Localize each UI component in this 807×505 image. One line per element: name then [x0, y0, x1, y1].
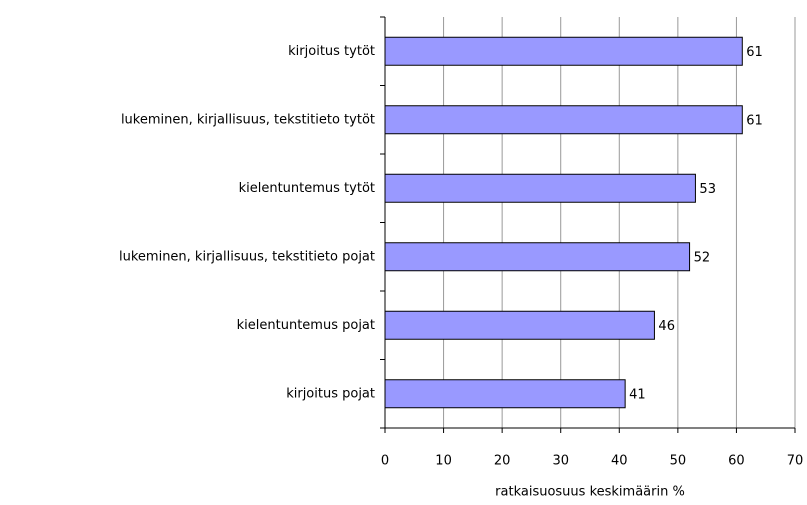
y-tick-label: kirjoitus pojat	[286, 386, 375, 401]
y-tick-label: lukeminen, kirjallisuus, tekstitieto poj…	[119, 249, 375, 264]
data-label: 53	[699, 182, 716, 197]
x-tick-label: 20	[494, 454, 511, 469]
x-tick-label: 30	[552, 454, 569, 469]
bar	[384, 379, 626, 409]
data-label: 61	[746, 45, 763, 60]
data-label: 61	[746, 113, 763, 128]
x-tick-label: 70	[787, 454, 804, 469]
y-tick-label: kirjoitus tytöt	[288, 44, 375, 59]
bar	[384, 242, 691, 272]
bar	[384, 310, 655, 340]
y-tick-label: kielentuntemus tytöt	[239, 181, 375, 196]
bar	[384, 173, 696, 203]
x-tick-label: 0	[381, 454, 389, 469]
data-label: 46	[658, 319, 675, 334]
data-label: 52	[694, 250, 711, 265]
bar	[384, 36, 743, 66]
x-tick-label: 60	[728, 454, 745, 469]
x-tick-label: 40	[611, 454, 628, 469]
y-tick-label: kielentuntemus pojat	[237, 318, 375, 333]
x-tick-label: 10	[435, 454, 452, 469]
y-tick-label: lukeminen, kirjallisuus, tekstitieto tyt…	[121, 112, 375, 127]
x-axis-title: ratkaisuosuus keskimäärin %	[495, 485, 685, 500]
bar	[384, 105, 743, 135]
data-label: 41	[629, 387, 646, 402]
x-tick-label: 50	[670, 454, 687, 469]
